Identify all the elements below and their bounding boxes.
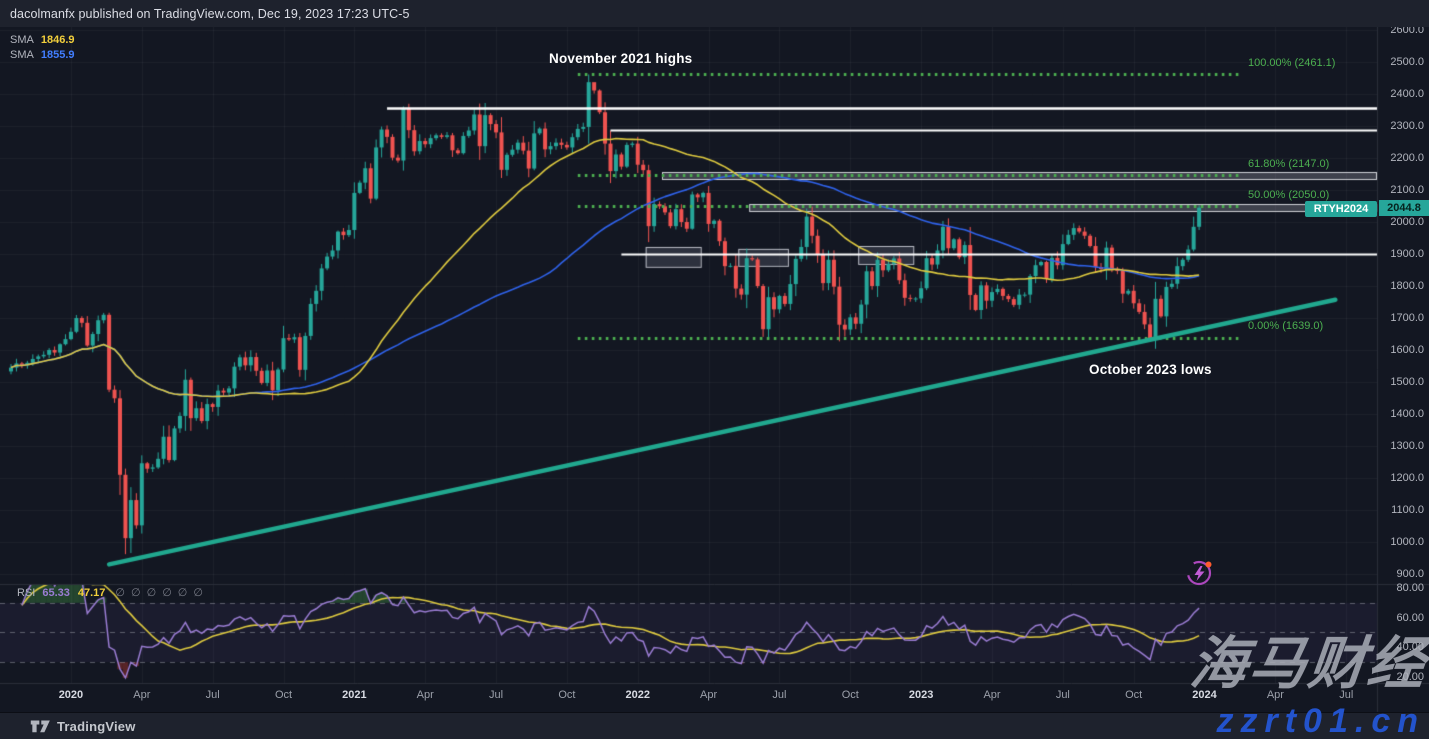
time-tick: Jul [772,689,787,701]
time-tick: Jul [205,689,220,701]
time-tick: Jul [489,689,504,701]
price-axis[interactable]: 2600.0 2500.0 2400.0 2300.0 2200.0 2100.0 2000… [1378,24,1429,683]
fib-label-0: 0.00% (1639.0) [1248,320,1324,332]
rsi-ma-value: 47.17 [77,586,106,599]
price-tick: 1700.0 [1390,312,1424,324]
sma-fast-legend-row[interactable]: SMA 1846.9 [10,32,75,47]
fib-label-100: 100.00% (2461.1) [1248,57,1336,69]
price-tick: 2600.0 [1390,24,1424,36]
time-tick: Oct [841,689,859,701]
time-tick: Oct [1125,689,1143,701]
rsi-tick: 20.00 [1396,670,1424,683]
indicator-legend[interactable]: SMA 1846.9 SMA 1855.9 [10,32,75,62]
lightning-bolt-icon [1194,566,1205,581]
watermark-chinese: 海马财经 [1187,631,1429,697]
price-tick: 2100.0 [1390,184,1424,196]
price-tick: 900.0 [1396,568,1424,580]
time-tick: 2024 [1192,689,1217,701]
price-tick: 2500.0 [1390,56,1424,68]
tradingview-logo-icon[interactable] [30,718,51,734]
time-tick: Apr [133,689,151,701]
rsi-value: 65.33 [42,586,70,599]
flash-idea-button[interactable] [1184,556,1216,588]
rsi-tick: 40.00 [1396,641,1424,654]
time-tick: Jul [1055,689,1070,701]
price-tick: 1300.0 [1390,440,1424,452]
rsi-empty-slot: ∅ [115,586,125,599]
time-tick: 2023 [908,689,934,701]
time-tick: Apr [700,689,718,701]
time-tick: Oct [274,689,293,701]
sma-fast-value: 1846.9 [40,33,75,46]
price-tick: 1100.0 [1391,504,1424,516]
rsi-empty-slot: ∅ [162,586,172,599]
annotation-october-2023-lows: October 2023 lows [1089,362,1212,377]
rsi-empty-slot: ∅ [131,586,141,599]
sma-slow-value: 1855.9 [40,48,75,61]
sma-slow-label: SMA [10,48,34,61]
price-tick: 2300.0 [1390,120,1424,132]
rsi-tick: 80.00 [1396,582,1424,594]
sma-fast-label: SMA [10,33,34,46]
rsi-label: RSI [17,586,36,599]
attribution-text: dacolmanfx published on TradingView.com,… [10,6,410,21]
rsi-legend[interactable]: RSI 65.33 47.17 ∅ ∅ ∅ ∅ ∅ ∅ [17,586,209,599]
annotation-november-2021-highs: November 2021 highs [549,51,693,66]
notification-dot-icon [1205,561,1212,568]
last-price-tag: 2044.8 [1379,200,1429,216]
watermark-url: zzrt01.cn [1216,702,1425,739]
attribution-bar: dacolmanfx published on TradingView.com,… [0,0,1429,27]
price-tick: 2200.0 [1390,152,1424,164]
fib-label-61-8: 61.80% (2147.0) [1248,158,1330,170]
rsi-tick: 60.00 [1396,611,1424,624]
time-axis[interactable]: 2020 Apr Jul Oct 2021 Apr Jul Oct 2022 Apr Jul Oct 2… [0,683,1378,712]
price-tick: 1400.0 [1390,408,1424,420]
price-tick: 1800.0 [1390,280,1424,292]
flash-circle-icon [1186,560,1212,586]
rsi-empty-slot: ∅ [146,586,157,599]
rsi-empty-slot: ∅ [193,586,203,599]
price-tick: 1200.0 [1390,472,1424,484]
rsi-empty-slot: ∅ [177,586,188,599]
time-tick: Oct [558,689,576,701]
price-tick: 1000.0 [1390,536,1424,548]
time-tick: Jul [1339,689,1354,701]
price-tick: 1500.0 [1390,376,1424,388]
sma-slow-legend-row[interactable]: SMA 1855.9 [10,47,75,62]
time-tick: Apr [416,689,434,701]
footer-bar: TradingView [0,712,1429,739]
tradingview-brand-text[interactable]: TradingView [57,718,136,734]
time-tick: Apr [1266,689,1284,701]
fib-label-50: 50.00% (2050.0) [1248,189,1330,201]
time-tick: 2020 [58,689,84,701]
time-tick: 2022 [625,689,650,701]
symbol-price-tag: RTYH2024 [1305,201,1377,217]
price-tick: 1600.0 [1390,344,1424,356]
price-tick: 1900.0 [1390,248,1424,260]
price-tick: 2000.0 [1390,216,1424,228]
time-tick: 2021 [342,689,367,701]
price-tick: 2400.0 [1390,88,1424,100]
time-tick: Apr [983,689,1001,701]
